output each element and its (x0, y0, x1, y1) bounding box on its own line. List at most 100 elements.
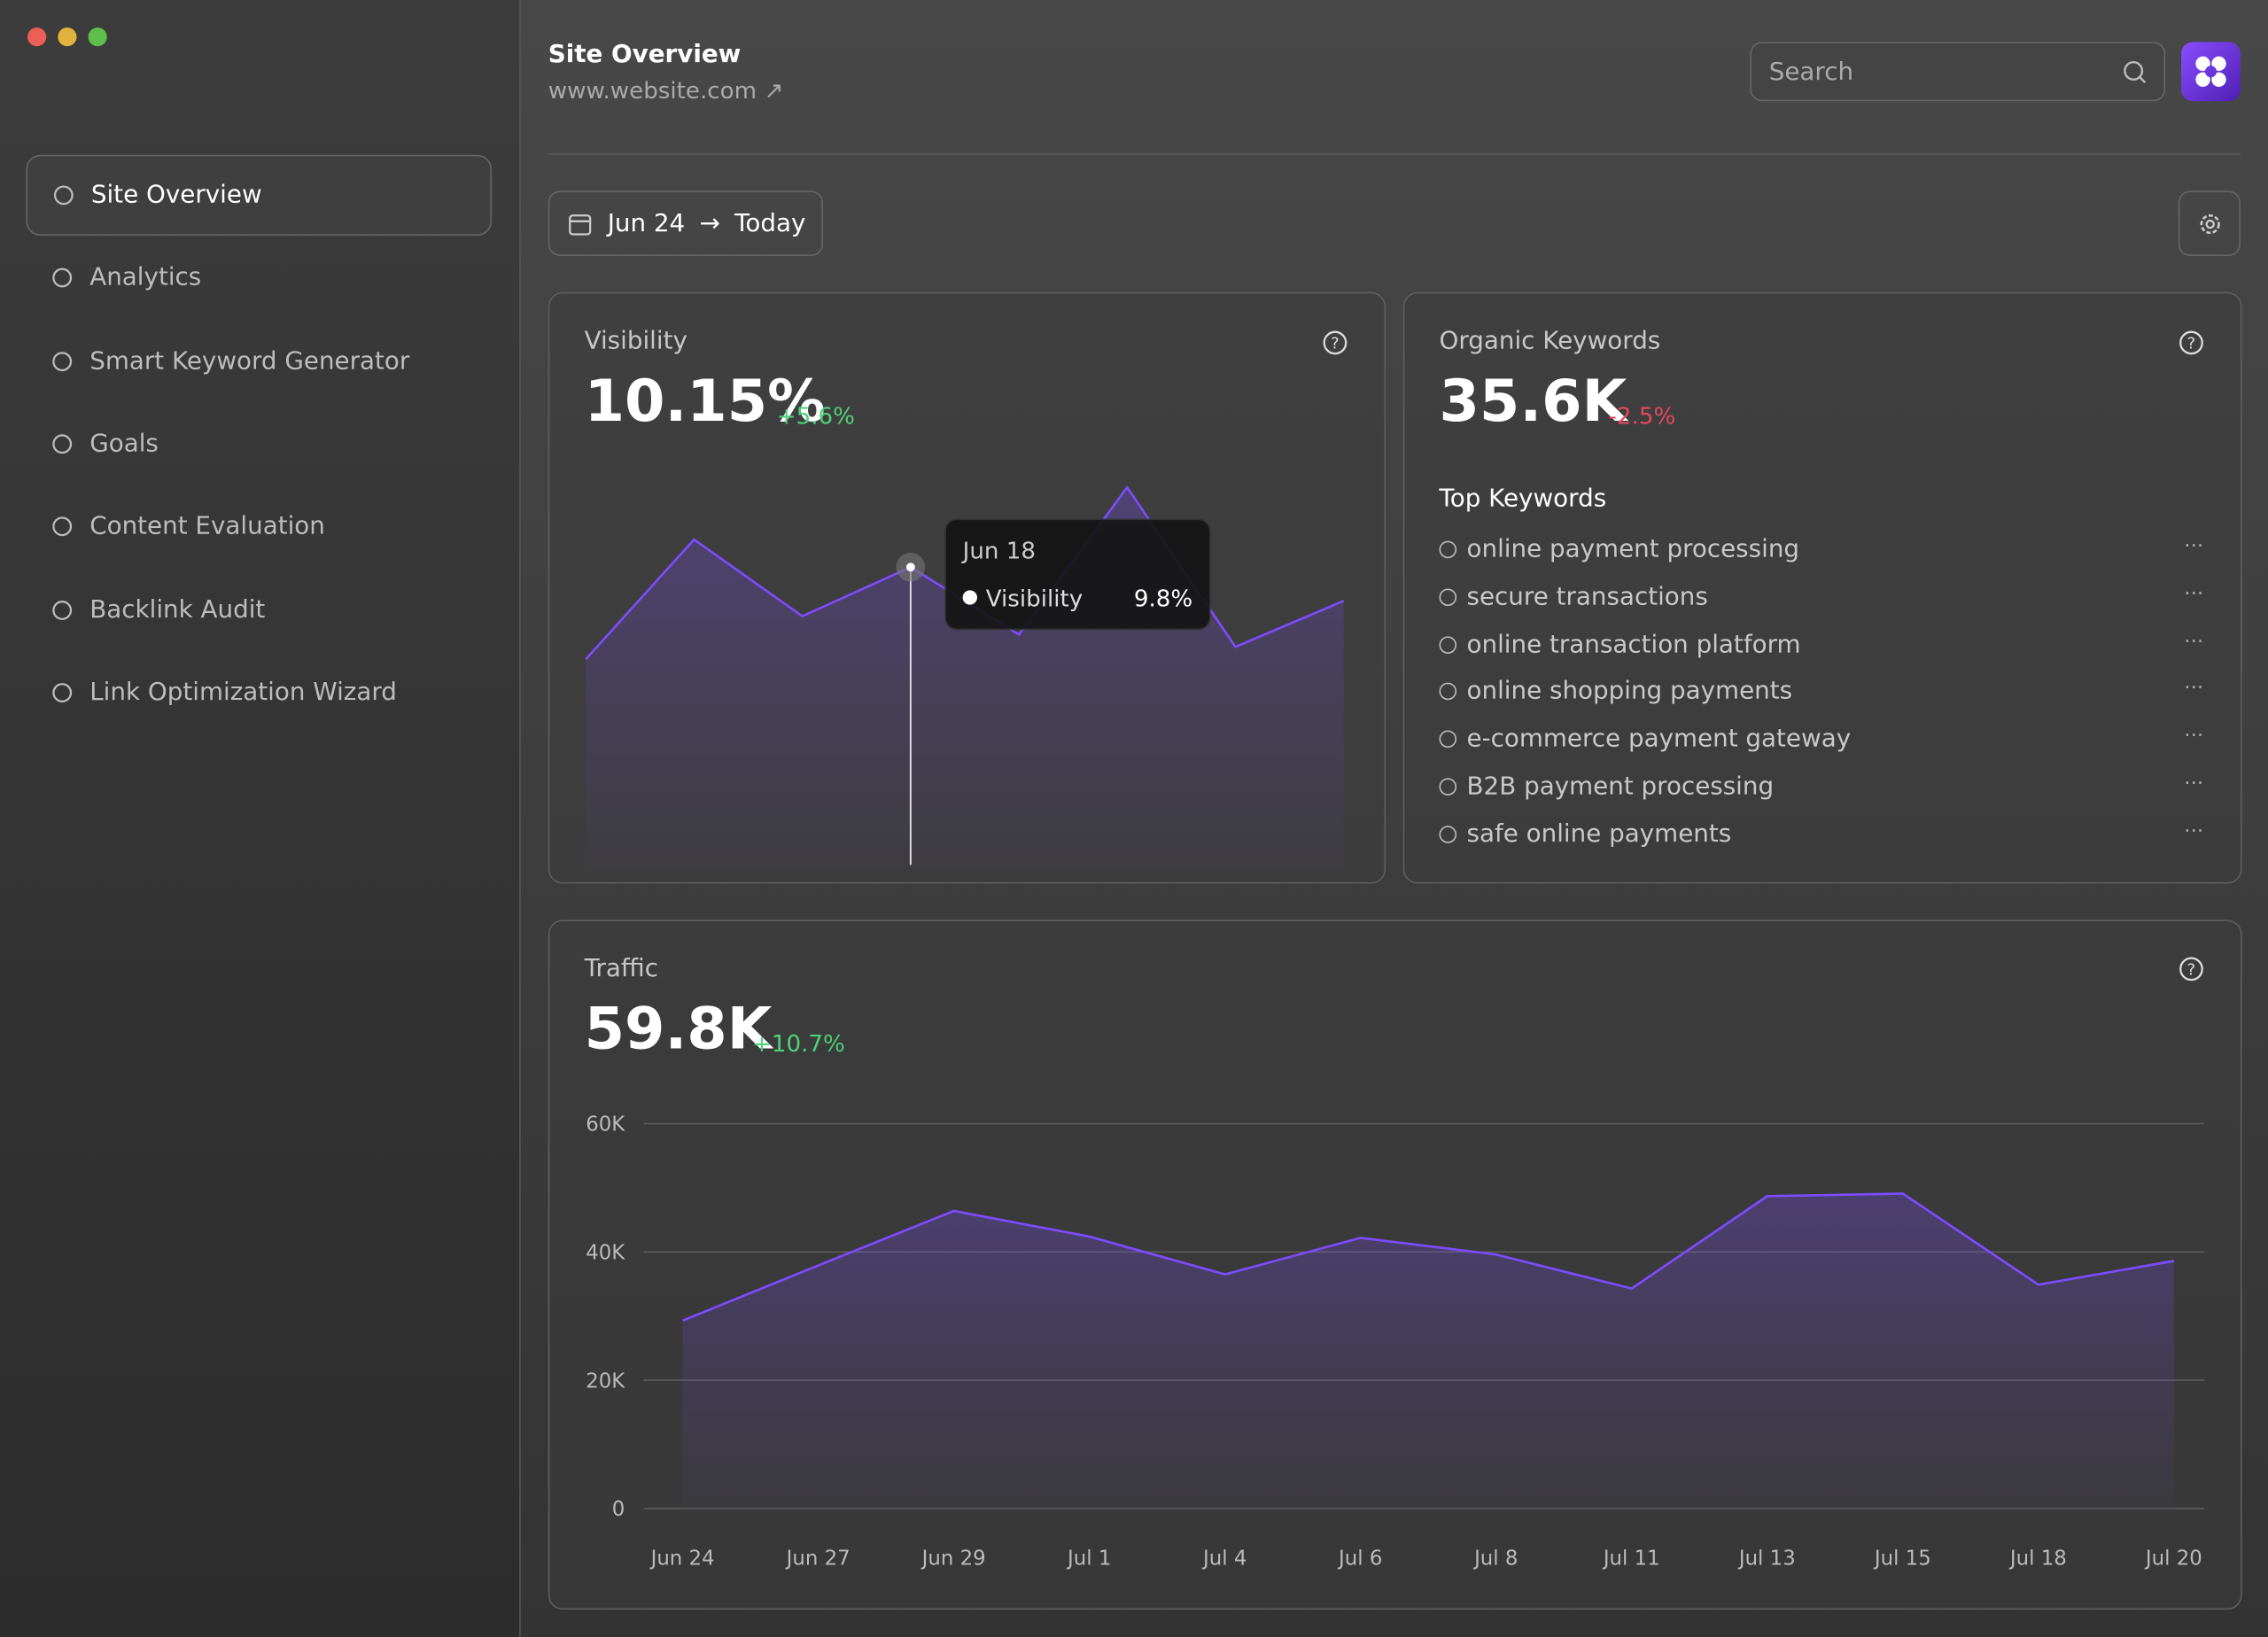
card-title: Organic Keywords (1439, 326, 1661, 356)
keyword-row: B2B payment processing (1439, 772, 1775, 802)
metric-change: +10.7% (751, 1029, 845, 1058)
close-button[interactable] (27, 27, 47, 47)
keyword-row: online transaction platform (1439, 630, 1801, 659)
keyword-icon (1439, 683, 1457, 701)
data-line (682, 1192, 2175, 1322)
x-tick-label: Jul 15 (1873, 1548, 1931, 1571)
more-button[interactable]: ··· (2184, 725, 2204, 749)
nav-item[interactable]: Backlink Audit (26, 569, 492, 649)
x-tick-label: Jul 4 (1201, 1548, 1247, 1571)
keyword-text: e-commerce payment gateway (1466, 725, 1852, 754)
nav-label: Goals (89, 429, 159, 459)
more-button[interactable]: ··· (2184, 535, 2204, 559)
help-icon[interactable]: ? (1321, 329, 1350, 358)
keyword-text: online shopping payments (1466, 677, 1793, 707)
date-end: Today (734, 208, 806, 238)
search-placeholder: Search (1768, 58, 1854, 87)
nav-icon (52, 516, 73, 537)
keyword-row: safe online payments (1439, 819, 1731, 849)
calendar-icon (569, 214, 592, 236)
x-tick-label: Jun 29 (920, 1548, 986, 1571)
nav-label: Link Optimization Wizard (89, 678, 397, 708)
x-tick-label: Jun 27 (785, 1548, 850, 1571)
keyword-icon (1439, 635, 1457, 654)
keyword-icon (1439, 588, 1457, 606)
more-button[interactable]: ··· (2184, 582, 2204, 606)
sidebar: Site Overview Analytics Smart Keyword Gene… (0, 0, 521, 1637)
nav-item[interactable]: Link Optimization Wizard (26, 652, 492, 733)
keyword-row: online shopping payments (1439, 677, 1793, 707)
nav-icon (52, 682, 73, 702)
tooltip (944, 518, 1211, 631)
nav-icon (52, 351, 73, 371)
keyword-row: secure transactions (1439, 582, 1708, 612)
nav-label: Backlink Audit (89, 594, 266, 625)
metric-change: -2.5% (1608, 401, 1676, 430)
help-icon[interactable]: ? (2177, 955, 2206, 984)
x-tick-label: Jul 11 (1602, 1548, 1660, 1571)
keyword-text: B2B payment processing (1466, 772, 1775, 802)
nav-label: Smart Keyword Generator (89, 346, 410, 376)
x-tick-label: Jun 24 (649, 1548, 715, 1571)
y-tick-label: 40K (586, 1241, 625, 1264)
nav-item[interactable]: Goals (26, 403, 492, 484)
more-button[interactable]: ··· (2184, 819, 2204, 843)
section-title: Top Keywords (1439, 484, 1607, 514)
keyword-text: safe online payments (1466, 819, 1732, 850)
card-title: Traffic (584, 954, 658, 984)
x-tick-label: Jul 8 (1472, 1548, 1518, 1571)
minimize-button[interactable] (58, 27, 77, 47)
x-tick-label: Jul 13 (1737, 1548, 1796, 1571)
metric-value: 10.15% (584, 369, 826, 436)
area-fill (682, 1193, 2174, 1509)
keyword-text: online payment processing (1466, 535, 1800, 564)
keyword-text: secure transactions (1466, 582, 1708, 612)
app-logo[interactable] (2181, 42, 2241, 102)
nav-icon (52, 434, 73, 454)
date-start: Jun 24 (607, 208, 686, 238)
keyword-text: online transaction platform (1466, 630, 1801, 659)
tooltip-swatch (962, 590, 977, 605)
help-icon[interactable]: ? (2177, 329, 2206, 358)
keyword-row: online payment processing (1439, 535, 1799, 564)
keyword-icon (1439, 730, 1457, 749)
nav-item[interactable]: Content Evaluation (26, 486, 492, 567)
more-button[interactable]: ··· (2184, 630, 2204, 654)
y-tick-label: 0 (612, 1498, 625, 1521)
keywords-card (1402, 291, 2242, 884)
x-tick-label: Jul 1 (1066, 1548, 1111, 1571)
svg-text:?: ? (1331, 334, 1340, 353)
metric-change: +5.6% (776, 401, 855, 430)
y-tick-label: 60K (586, 1113, 625, 1137)
search-box[interactable]: Search (1750, 42, 2166, 102)
more-button[interactable]: ··· (2184, 677, 2204, 701)
metric-value: 35.6K (1439, 369, 1627, 436)
nav-item[interactable]: Smart Keyword Generator (26, 321, 492, 401)
nav-item[interactable]: Site Overview (26, 154, 493, 237)
keyword-icon (1439, 778, 1457, 795)
x-tick-label: Jul 18 (2008, 1548, 2067, 1571)
nav-icon (53, 185, 74, 206)
tooltip-series: Visibility (986, 586, 1083, 612)
svg-text:?: ? (2187, 960, 2196, 979)
card-title: Visibility (584, 326, 687, 356)
metric-value: 59.8K (584, 996, 773, 1063)
divider (548, 153, 2241, 155)
x-tick-label: Jul 20 (2144, 1548, 2202, 1571)
more-button[interactable]: ··· (2184, 772, 2204, 795)
site-link[interactable]: www.website.com ↗ (548, 76, 784, 105)
search-icon (2124, 60, 2147, 83)
date-range-button[interactable]: Jun 24 → Today (548, 190, 823, 256)
logo-icon (2195, 56, 2226, 87)
nav-icon (52, 268, 73, 288)
zoom-button[interactable] (88, 27, 107, 47)
site-url[interactable]: www.website.com (548, 76, 757, 105)
gear-icon (2200, 213, 2220, 235)
nav-label: Site Overview (90, 181, 262, 210)
y-tick-label: 20K (586, 1369, 625, 1393)
nav-item[interactable]: Analytics (26, 237, 492, 318)
settings-button[interactable] (2178, 190, 2241, 256)
data-point (905, 562, 915, 572)
keyword-icon (1439, 540, 1457, 559)
